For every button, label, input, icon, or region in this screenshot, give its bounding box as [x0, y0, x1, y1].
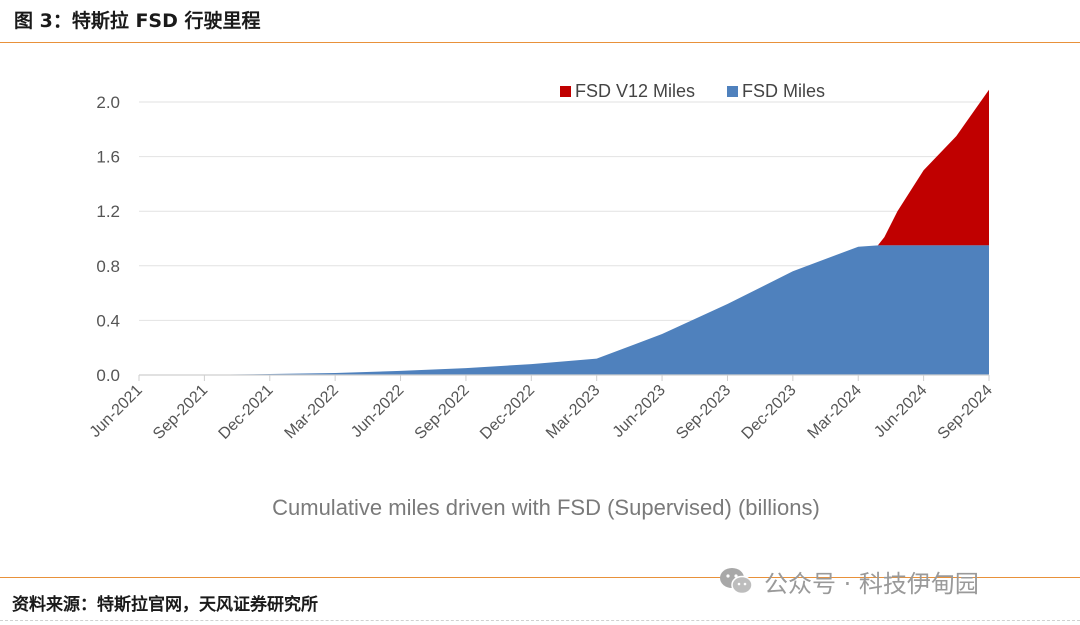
y-tick-label: 0.4 [96, 311, 120, 330]
bottom-divider [0, 577, 1080, 578]
x-tick-label: Jun-2021 [87, 382, 146, 441]
top-divider [0, 42, 1080, 43]
x-tick-label: Dec-2023 [739, 382, 800, 443]
cumulative-miles-chart: 0.00.40.81.21.62.0 Jun-2021 Sep-2021 Dec-2… [87, 81, 996, 520]
x-tick-label: Sep-2022 [412, 382, 473, 443]
series-fsd-v12-miles-area [858, 89, 989, 247]
x-tick-label: Dec-2021 [216, 382, 277, 443]
legend: FSD V12 Miles FSD Miles [560, 81, 825, 101]
y-tick-label: 2.0 [96, 93, 120, 112]
x-tick-label: Mar-2023 [543, 382, 604, 443]
source-note: 资料来源：特斯拉官网，天风证券研究所 [12, 595, 318, 615]
x-tick-label: Sep-2021 [150, 382, 211, 443]
wechat-watermark: 公众号 · 科技伊甸园 [718, 563, 979, 599]
legend-swatch [560, 86, 571, 97]
area-series [139, 89, 989, 375]
y-tick-label: 1.2 [96, 202, 120, 221]
gridlines [139, 101, 989, 321]
y-tick-label: 0.0 [96, 366, 120, 385]
x-tick-label: Sep-2024 [935, 382, 996, 443]
x-tick-label: Jun-2023 [610, 382, 669, 441]
y-tick-labels: 0.0 0.4 0.8 1.2 1.6 2.0 [96, 93, 120, 385]
legend-swatch [727, 86, 738, 97]
y-tick-label: 0.8 [96, 257, 120, 276]
page-footer-line [0, 620, 1080, 621]
wechat-icon [718, 566, 754, 596]
legend-label: FSD V12 Miles [575, 81, 695, 101]
legend-label: FSD Miles [742, 81, 825, 101]
x-tick-label: Jun-2022 [348, 382, 407, 441]
watermark-text: 公众号 · 科技伊甸园 [764, 569, 979, 598]
x-tick-labels: Jun-2021 Sep-2021 Dec-2021 Mar-2022 Jun-2022… [87, 382, 996, 443]
x-tick-label: Mar-2024 [805, 382, 866, 443]
figure-title: 图 3：特斯拉 FSD 行驶里程 [14, 10, 261, 32]
x-tick-label: Jun-2024 [871, 382, 930, 441]
series-fsd-miles-area [139, 245, 989, 375]
y-tick-label: 1.6 [96, 148, 120, 167]
axes [138, 374, 990, 381]
x-tick-label: Mar-2022 [282, 382, 343, 443]
x-tick-label: Sep-2023 [673, 382, 734, 443]
x-axis-label: Cumulative miles driven with FSD (Superv… [272, 495, 820, 520]
x-tick-label: Dec-2022 [477, 382, 538, 443]
